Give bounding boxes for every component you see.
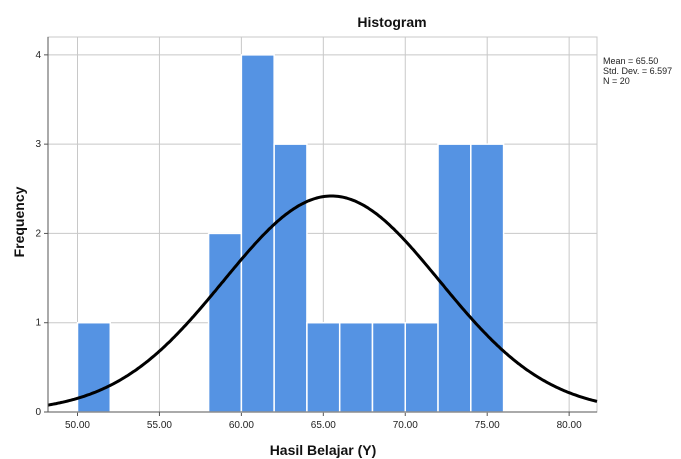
x-tick-label: 65.00	[311, 420, 336, 431]
histogram-bar	[76, 321, 112, 413]
y-tick-label: 2	[35, 228, 41, 239]
histogram-bar	[404, 321, 439, 413]
x-tick-label: 60.00	[229, 420, 254, 431]
histogram-bar	[437, 143, 472, 413]
histogram-bar	[470, 143, 505, 413]
chart-title: Histogram	[357, 14, 426, 30]
histogram-bar	[371, 321, 407, 413]
x-tick-label: 75.00	[475, 420, 500, 431]
stat-mean: Mean = 65.50	[603, 56, 658, 66]
histogram-bar	[306, 321, 341, 413]
x-axis-title: Hasil Belajar (Y)	[270, 442, 377, 458]
x-tick-label: 50.00	[65, 420, 90, 431]
x-tick-label: 80.00	[557, 420, 582, 431]
y-tick-label: 1	[35, 318, 41, 329]
x-tick-label: 55.00	[147, 420, 172, 431]
stat-std-dev: Std. Dev. = 6.597	[603, 66, 672, 76]
y-tick-label: 3	[35, 139, 41, 150]
histogram-bar	[207, 232, 243, 413]
stat-n: N = 20	[603, 76, 630, 86]
histogram-bar	[240, 54, 275, 413]
histogram-bar	[338, 321, 374, 413]
histogram-bar	[273, 143, 308, 413]
y-axis-title: Frequency	[11, 186, 27, 257]
y-tick-label: 4	[35, 50, 41, 61]
normal-curve	[47, 194, 598, 407]
x-tick-label: 70.00	[393, 420, 418, 431]
y-tick-label: 0	[35, 407, 41, 418]
